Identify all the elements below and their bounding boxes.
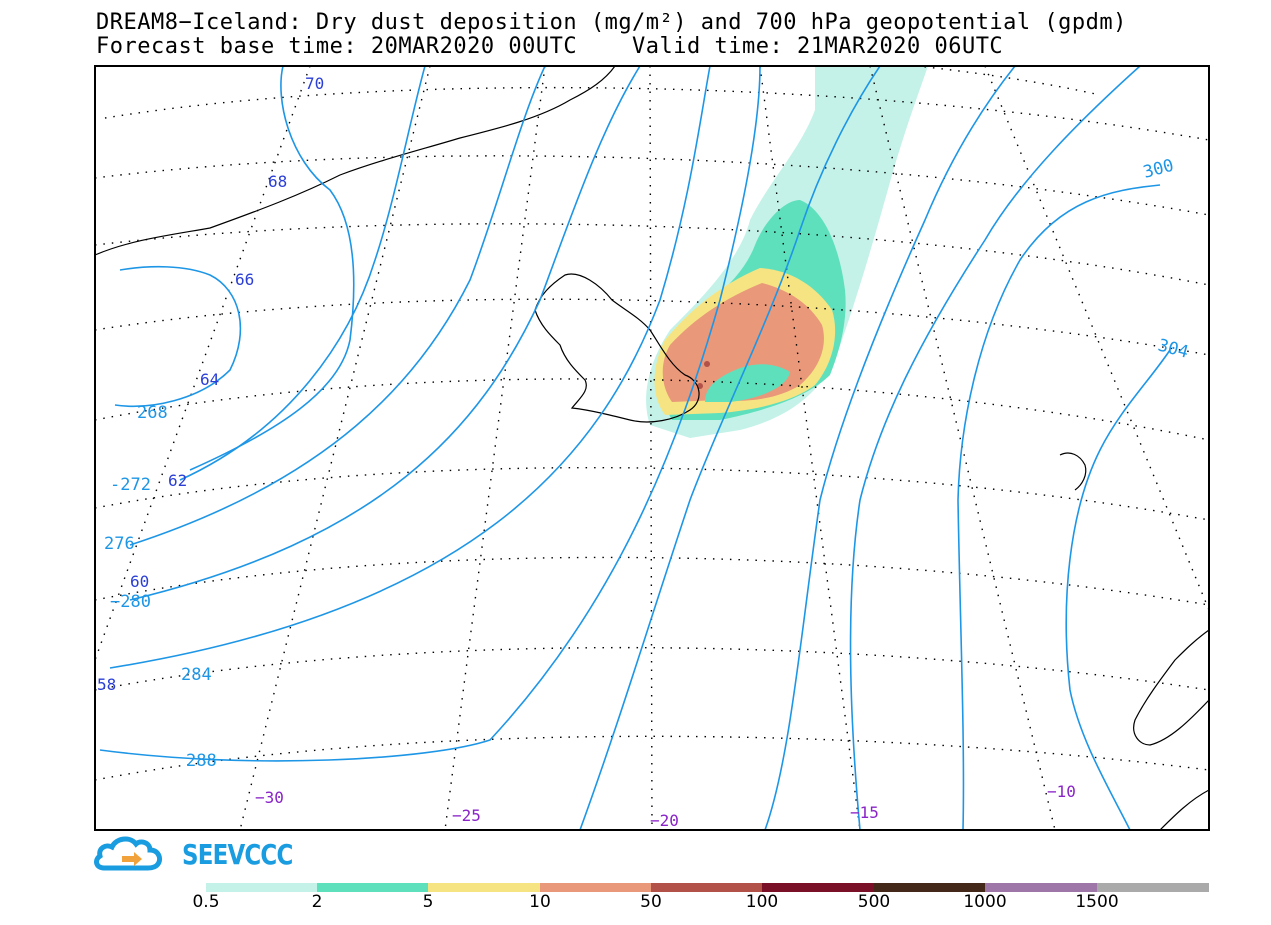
coastlines bbox=[95, 66, 1209, 830]
lon-label-30: −30 bbox=[255, 788, 284, 807]
lat-label-66: 66 bbox=[235, 270, 254, 289]
colorbar-label-100: 100 bbox=[745, 892, 779, 912]
colorbar-segment-6 bbox=[762, 883, 874, 892]
contour-label-304: 304 bbox=[1156, 336, 1191, 363]
colorbar-segment-1 bbox=[206, 883, 317, 892]
colorbar-label-500: 500 bbox=[857, 892, 891, 912]
colorbar-label-0-5: 0.5 bbox=[192, 892, 220, 912]
lon-label-20: −20 bbox=[650, 811, 679, 830]
lat-label-68: 68 bbox=[268, 172, 287, 191]
latitude-label-group: 70 68 66 64 62 60 58 bbox=[97, 74, 324, 694]
colorbar-segment-4 bbox=[540, 883, 651, 892]
lat-label-64: 64 bbox=[200, 370, 219, 389]
colorbar-segment-8 bbox=[985, 883, 1097, 892]
map-subtitle: Forecast base time: 20MAR2020 00UTC Vali… bbox=[96, 34, 1004, 59]
logo-text: SEEVCCC bbox=[182, 838, 293, 871]
contour-label-276: 276 bbox=[104, 534, 135, 554]
colorbar-segment-7 bbox=[874, 883, 985, 892]
dust-region-red bbox=[704, 361, 710, 367]
colorbar-label-1000: 1000 bbox=[963, 892, 1007, 912]
seevccc-logo bbox=[94, 836, 163, 871]
lat-label-62: 62 bbox=[168, 471, 187, 490]
contour-label-group: 268 -272 276 −280 284 288 300 304 bbox=[104, 156, 1191, 771]
colorbar-label-50: 50 bbox=[640, 892, 662, 912]
contour-label-288: 288 bbox=[186, 751, 217, 771]
colorbar-segment-2 bbox=[317, 883, 428, 892]
colorbar-label-1500: 1500 bbox=[1075, 892, 1119, 912]
colorbar-segment-5 bbox=[651, 883, 762, 892]
lon-label-25: −25 bbox=[452, 806, 481, 825]
contour-label-284: 284 bbox=[181, 665, 212, 685]
forecast-map: 70 68 66 64 62 60 58 −30 −25 −20 −15 −10… bbox=[94, 65, 1210, 831]
contour-label-280: −280 bbox=[110, 592, 151, 612]
longitude-label-group: −30 −25 −20 −15 −10 bbox=[255, 782, 1076, 830]
longitude-lines bbox=[95, 66, 1209, 830]
geopotential-contours bbox=[99, 66, 1171, 830]
lon-label-10: −10 bbox=[1047, 782, 1076, 801]
colorbar-segment-3 bbox=[428, 883, 540, 892]
lat-label-70: 70 bbox=[305, 74, 324, 93]
colorbar-label-2: 2 bbox=[311, 892, 323, 912]
colorbar-label-5: 5 bbox=[422, 892, 434, 912]
map-frame bbox=[94, 65, 1210, 831]
contour-label-268: 268 bbox=[137, 403, 168, 423]
colorbar-label-10: 10 bbox=[529, 892, 551, 912]
contour-label-300: 300 bbox=[1141, 156, 1176, 183]
contour-label-272: -272 bbox=[110, 475, 151, 495]
lat-label-58: 58 bbox=[97, 675, 116, 694]
map-title: DREAM8−Iceland: Dry dust deposition (mg/… bbox=[96, 10, 1127, 35]
cloud-arrow-icon bbox=[94, 836, 163, 871]
lat-label-60: 60 bbox=[130, 572, 149, 591]
colorbar-segment-9 bbox=[1097, 883, 1209, 892]
lon-label-15: −15 bbox=[850, 803, 879, 822]
